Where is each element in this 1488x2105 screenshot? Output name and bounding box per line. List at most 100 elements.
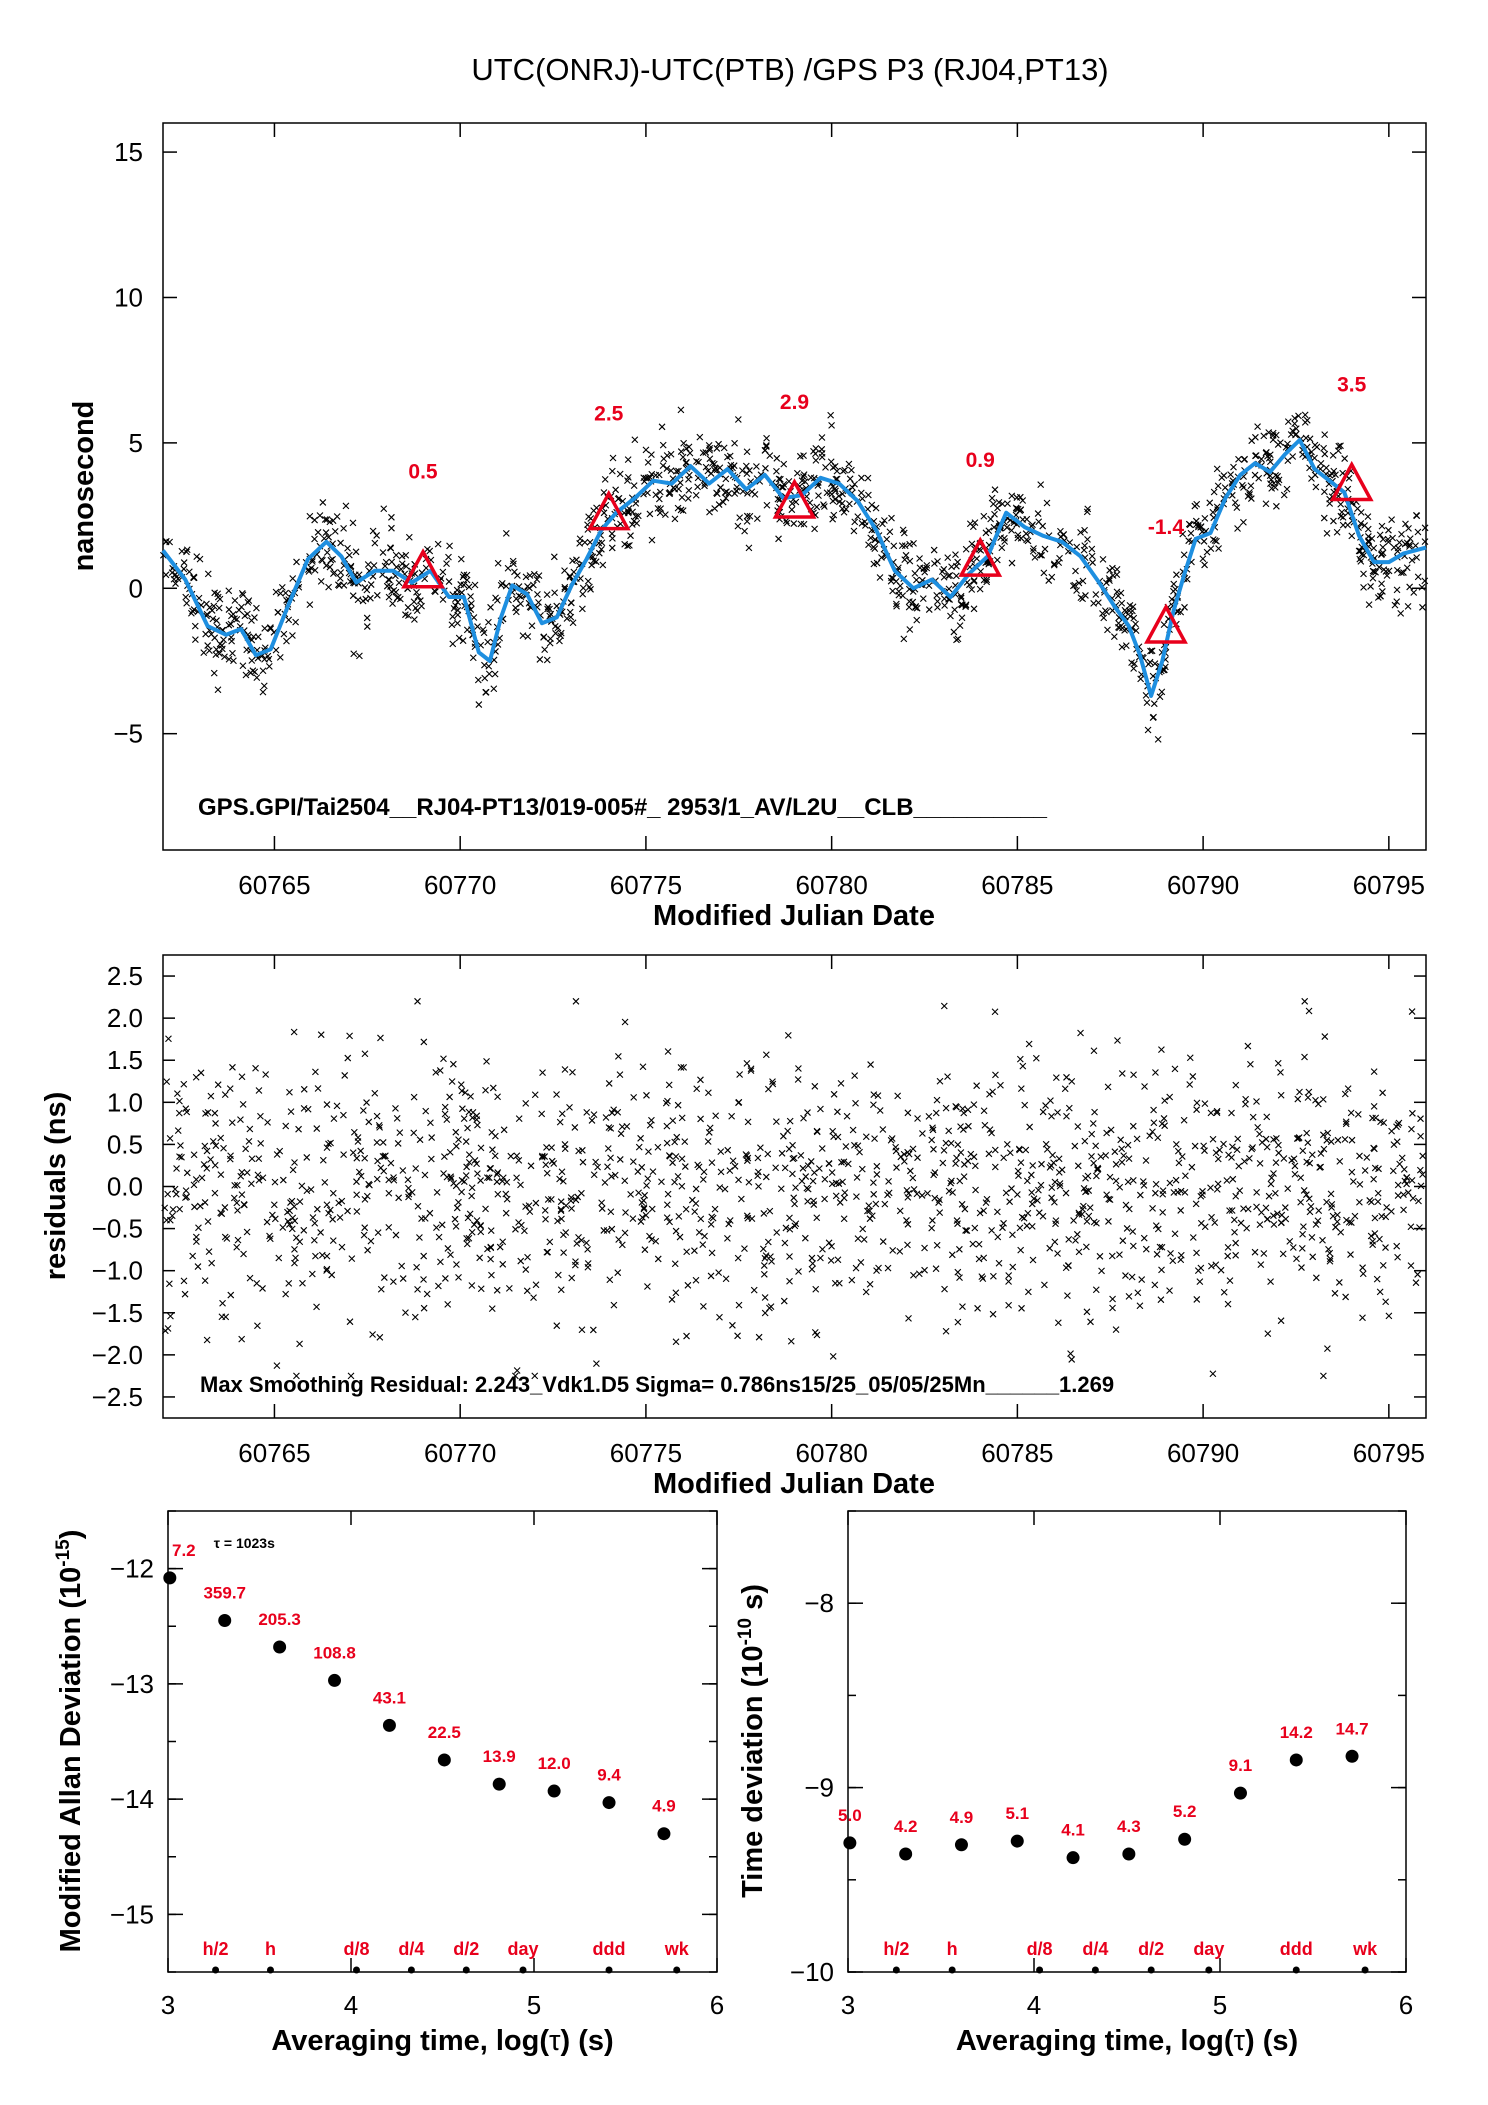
residual-point <box>1158 1243 1166 1251</box>
residual-point <box>635 1189 642 1197</box>
residual-point <box>1032 1054 1040 1062</box>
data-point <box>576 535 584 543</box>
residual-point <box>904 1148 912 1156</box>
residual-point <box>1082 1187 1090 1195</box>
residual-point <box>502 1209 510 1217</box>
residual-point <box>1258 1209 1265 1216</box>
residual-point <box>1193 1106 1200 1114</box>
data-point <box>325 583 332 591</box>
residual-point <box>879 1126 887 1133</box>
residual-point <box>649 1168 657 1176</box>
x-axis-label: Averaging time, log(τ) (s) <box>271 2025 613 2057</box>
residual-point <box>357 1172 365 1180</box>
residual-point <box>830 1090 838 1098</box>
smoothed-curve <box>161 438 1427 698</box>
data-point <box>608 530 616 538</box>
point-value-label: 359.7 <box>203 1583 246 1602</box>
residual-point <box>212 1120 219 1127</box>
data-point <box>579 584 587 592</box>
data-point <box>788 506 796 514</box>
residual-point <box>819 1245 826 1253</box>
data-point <box>998 544 1006 552</box>
data-point <box>692 491 700 499</box>
residual-point <box>853 1193 860 1201</box>
residual-point <box>1372 1114 1380 1122</box>
data-point <box>745 544 753 552</box>
residual-point <box>394 1140 402 1147</box>
residual-point <box>735 1099 742 1107</box>
data-point <box>1043 499 1051 507</box>
residual-point <box>829 1352 837 1360</box>
data-point <box>864 474 872 482</box>
data-point <box>775 475 783 483</box>
data-point <box>325 533 333 541</box>
residual-point <box>607 1154 614 1162</box>
residual-point <box>309 1214 317 1221</box>
residual-point <box>1063 1112 1070 1120</box>
residual-point <box>921 1244 928 1252</box>
residual-point <box>166 1216 174 1224</box>
residual-point <box>169 1206 177 1213</box>
residual-point <box>1092 1286 1100 1294</box>
data-point <box>231 615 238 623</box>
residual-point <box>1347 1219 1355 1227</box>
residual-point <box>515 1156 523 1164</box>
residual-point <box>168 1212 176 1220</box>
residual-point <box>925 1113 933 1120</box>
residual-point <box>485 1174 493 1182</box>
residual-point <box>1068 1078 1076 1085</box>
data-point <box>1405 525 1412 532</box>
residual-point <box>692 1185 700 1193</box>
data-point <box>405 533 413 541</box>
data-point <box>1168 595 1176 603</box>
residual-point <box>795 1065 802 1072</box>
residual-point <box>434 1282 442 1290</box>
residual-point <box>243 1228 251 1236</box>
residual-point <box>1166 1179 1174 1187</box>
residual-point <box>255 1176 263 1184</box>
residual-point <box>1009 1263 1017 1271</box>
data-point <box>569 557 576 565</box>
residual-point <box>1309 1253 1317 1261</box>
residual-point <box>1096 1252 1104 1260</box>
data-point <box>1203 548 1211 556</box>
marker-triangle <box>586 489 631 531</box>
residual-point <box>817 1105 824 1113</box>
residual-point <box>1275 1149 1283 1157</box>
residual-point <box>1083 1218 1091 1225</box>
residual-point <box>1120 1152 1128 1159</box>
residual-point <box>254 1322 261 1330</box>
residual-point <box>221 1233 229 1241</box>
data-point <box>994 504 1001 512</box>
data-point <box>867 534 875 542</box>
residual-point <box>1118 1158 1126 1166</box>
residual-point <box>1305 1007 1313 1015</box>
residual-point <box>1254 1123 1262 1131</box>
residual-point <box>1304 1139 1312 1147</box>
residual-point <box>1201 1223 1209 1231</box>
residual-point <box>1371 1164 1379 1172</box>
residual-point <box>988 1226 996 1234</box>
data-point <box>264 652 272 660</box>
data-point <box>331 569 338 576</box>
residual-point <box>1324 1129 1332 1137</box>
deviation-point <box>218 1613 232 1627</box>
residual-point <box>245 1137 253 1145</box>
residual-point <box>871 1135 878 1142</box>
point-value-label: 4.9 <box>950 1808 974 1827</box>
data-point <box>1410 589 1418 596</box>
data-point <box>1126 601 1134 609</box>
residual-point <box>1048 1184 1056 1192</box>
data-point <box>879 520 886 528</box>
residual-point <box>211 1189 219 1197</box>
residual-point <box>769 1080 777 1088</box>
residual-point <box>323 1265 331 1273</box>
residual-point <box>371 1089 379 1097</box>
time-offset-panel: 60765 60770 60775 60780 60785 60790 6079515105… <box>68 122 1429 932</box>
residual-point <box>786 1117 794 1125</box>
residual-point <box>1303 1129 1311 1137</box>
residual-point <box>523 1287 531 1295</box>
data-point <box>319 499 327 506</box>
residual-point <box>376 1124 384 1131</box>
data-point <box>227 620 235 628</box>
